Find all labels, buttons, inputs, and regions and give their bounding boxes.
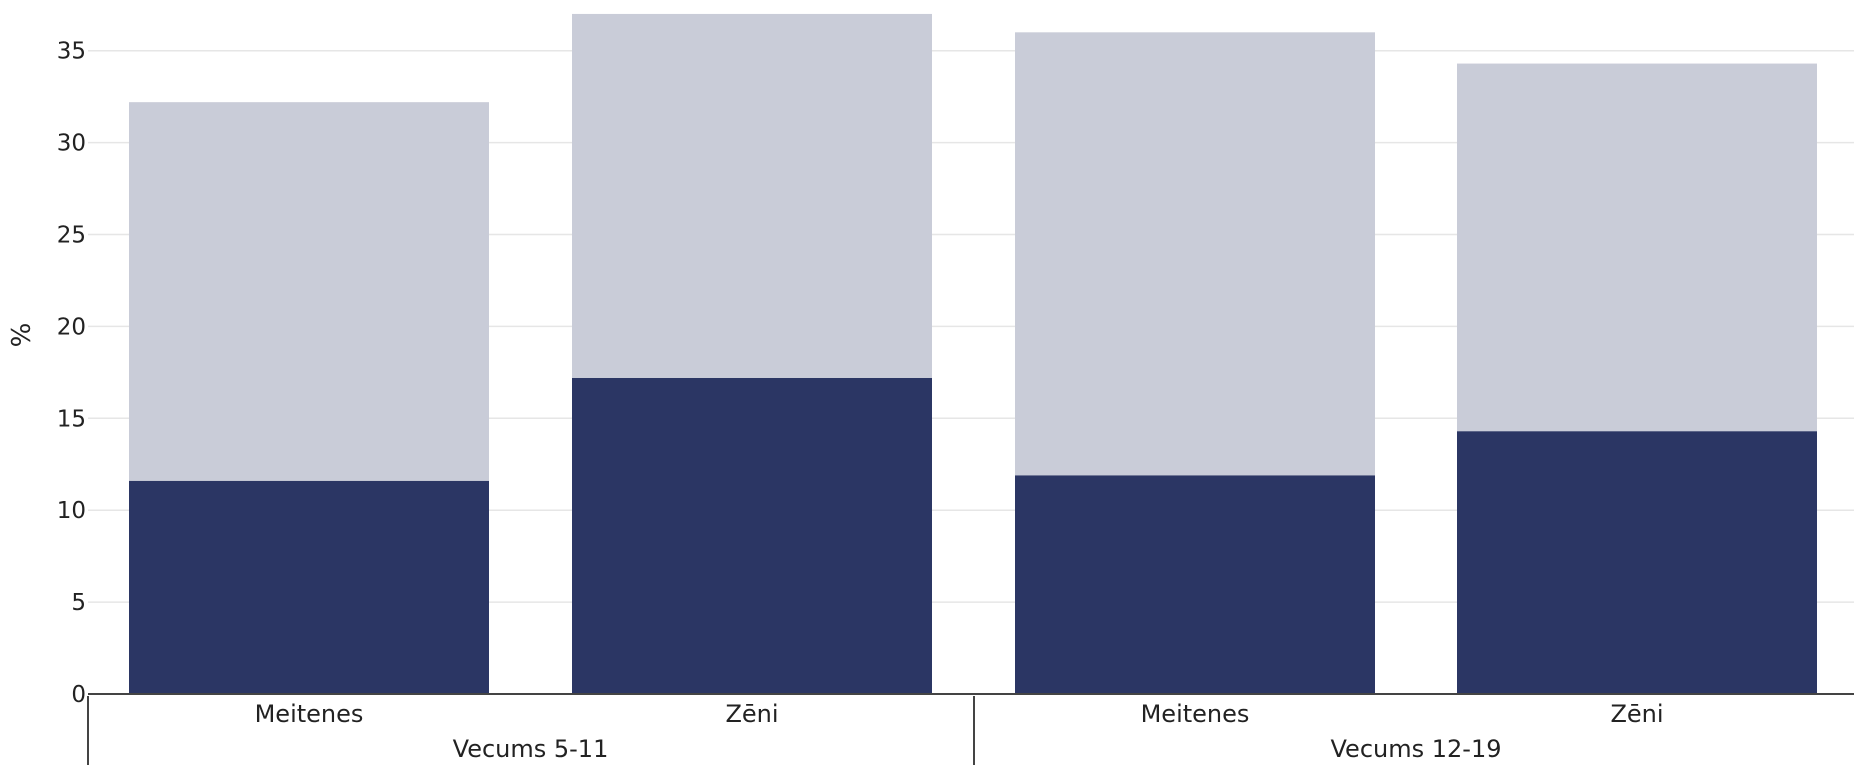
x-category-label: Meitenes (255, 700, 364, 728)
group-label: Vecums 5-11 (453, 735, 609, 763)
x-category-label: Meitenes (1141, 700, 1250, 728)
y-axis-title: % (7, 323, 37, 348)
bar-segment-lower (572, 377, 932, 694)
y-tick-label: 35 (57, 39, 86, 65)
x-category-label: Zēni (1610, 700, 1663, 728)
bar-segment-lower (1457, 431, 1817, 694)
group-labels: Vecums 5-11 Vecums 12-19 (453, 735, 1502, 763)
bar-segment-upper (1457, 63, 1817, 432)
y-tick-label: 30 (57, 131, 86, 157)
y-tick-label: 0 (71, 682, 86, 708)
bar-segment-upper (129, 102, 489, 481)
group-label: Vecums 12-19 (1331, 735, 1502, 763)
x-category-label: Zēni (725, 700, 778, 728)
y-tick-label: 20 (57, 314, 86, 340)
y-tick-label: 15 (57, 406, 86, 432)
y-tick-labels: 0 5 10 15 20 25 30 35 (57, 39, 86, 708)
bar-segment-upper (1015, 32, 1375, 476)
bars (129, 13, 1817, 694)
y-tick-label: 10 (57, 498, 86, 524)
x-category-labels: Meitenes Zēni Meitenes Zēni (255, 700, 1664, 728)
axes (87, 693, 1854, 765)
bar-segment-upper (572, 13, 932, 378)
y-tick-label: 5 (71, 590, 86, 616)
bar-segment-lower (1015, 475, 1375, 694)
bar-segment-lower (129, 480, 489, 694)
y-tick-label: 25 (57, 223, 86, 249)
